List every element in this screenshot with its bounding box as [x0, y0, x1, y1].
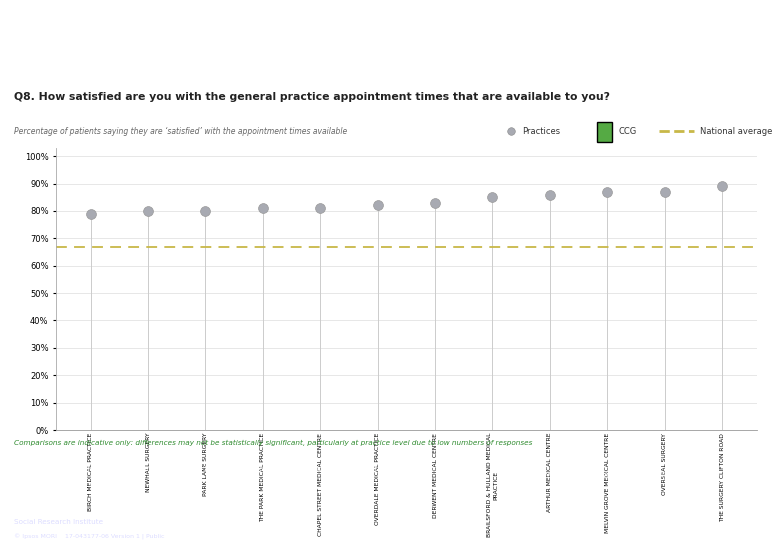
Point — [199, 207, 211, 215]
Point — [658, 187, 671, 196]
Text: CCG: CCG — [619, 127, 636, 136]
Text: Satisfaction with appointment times:: Satisfaction with appointment times: — [14, 17, 391, 35]
Point — [371, 201, 384, 210]
Text: %Satisfied = % Very satisfied + % Fairly satisfied: %Satisfied = % Very satisfied + % Fairly… — [546, 471, 718, 478]
Point — [142, 207, 154, 215]
Text: Social Research Institute: Social Research Institute — [14, 519, 103, 525]
Text: National average: National average — [700, 127, 773, 136]
Point — [544, 190, 556, 199]
Text: Base: All those completing a questionnaire excluding ‘I’m not sure when I can ge: Base: All those completing a questionnai… — [14, 465, 481, 472]
Text: Percentage of patients saying they are ‘satisfied’ with the appointment times av: Percentage of patients saying they are ‘… — [14, 127, 347, 136]
Text: Comparisons are indicative only: differences may not be statistically significan: Comparisons are indicative only: differe… — [14, 440, 533, 445]
Text: Q8. How satisfied are you with the general practice appointment times that are a: Q8. How satisfied are you with the gener… — [14, 92, 610, 102]
Text: Ipsos MORI: Ipsos MORI — [14, 505, 71, 514]
Point — [429, 198, 441, 207]
Point — [84, 210, 97, 218]
Text: © Ipsos MORI    17-043177-06 Version 1 | Public: © Ipsos MORI 17-043177-06 Version 1 | Pu… — [14, 534, 165, 539]
Text: 49: 49 — [382, 511, 398, 524]
Point — [716, 182, 729, 191]
Text: Practices: Practices — [523, 127, 561, 136]
Point — [601, 187, 614, 196]
Text: how the CCG’s practices compare: how the CCG’s practices compare — [14, 51, 353, 69]
Point — [257, 204, 269, 213]
Text: Practice bases range from 65 to 120: Practice bases range from 65 to 120 — [14, 482, 141, 488]
Point — [486, 193, 498, 201]
Point — [314, 204, 327, 213]
FancyBboxPatch shape — [597, 122, 612, 141]
